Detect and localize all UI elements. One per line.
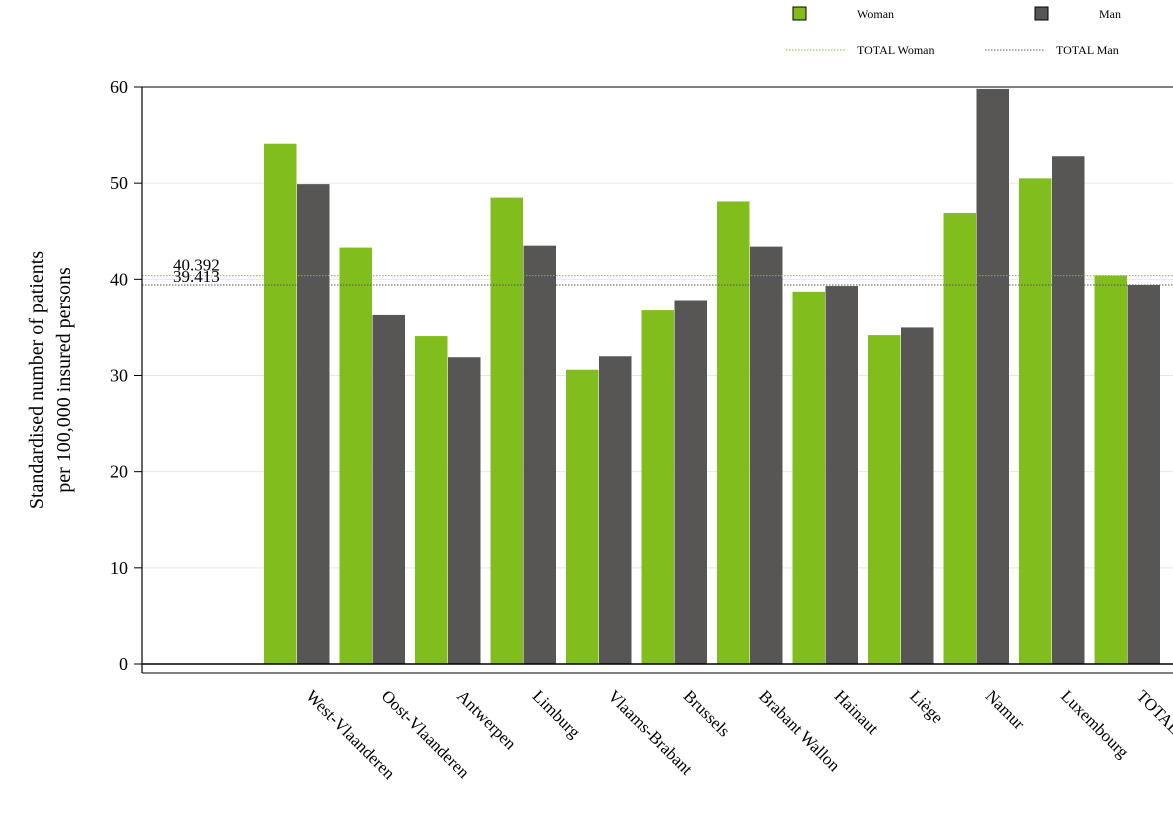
bar-man-2 — [372, 314, 405, 664]
legend-woman: Woman — [792, 6, 894, 21]
y-axis-title-line-1: Standardised number of patients — [26, 251, 48, 509]
y-tick-label: 0 — [119, 654, 128, 674]
bar-woman-5 — [566, 369, 599, 664]
bar-man-11 — [1052, 156, 1085, 665]
category-label: Hainaut — [831, 686, 883, 738]
legend-total-woman-label: TOTAL Woman — [857, 43, 935, 57]
y-axis-title: Standardised number of patients per 100,… — [26, 251, 75, 509]
y-tick-label: 50 — [110, 173, 128, 193]
category-label: Brussels — [680, 686, 734, 740]
bar-man-7 — [750, 246, 783, 665]
legend-total-woman: TOTAL Woman — [786, 43, 935, 57]
bar-woman-6 — [641, 310, 674, 664]
category-label: Limburg — [529, 686, 585, 742]
bar-woman-9 — [868, 335, 901, 664]
bar-man-3 — [448, 357, 481, 664]
bar-man-1 — [297, 184, 330, 664]
legend-woman-swatch — [792, 6, 807, 21]
bar-woman-11 — [1019, 178, 1052, 664]
reference-label-1: 40.392 — [173, 256, 220, 275]
legend-man-swatch — [1034, 6, 1049, 21]
category-label: TOTAL — [1133, 686, 1173, 738]
bar-man-4 — [523, 245, 556, 665]
bar-woman-4 — [490, 197, 523, 664]
legend-total-man-label: TOTAL Man — [1056, 43, 1119, 57]
y-axis-title-line-2: per 100,000 insured persons — [53, 267, 75, 493]
bar-woman-2 — [339, 247, 372, 664]
category-label: Namur — [982, 686, 1029, 733]
y-tick-label: 20 — [110, 462, 128, 482]
category-label: Luxembourg — [1057, 686, 1133, 762]
bar-woman-7 — [717, 201, 750, 664]
bar-man-8 — [825, 286, 858, 664]
legend-woman-label: Woman — [857, 7, 894, 21]
y-tick-label: 10 — [110, 558, 128, 578]
legend-man-label: Man — [1099, 7, 1121, 21]
bar-man-5 — [599, 356, 632, 664]
y-tick-label: 30 — [110, 366, 128, 386]
bar-man-6 — [674, 300, 707, 664]
bars — [264, 88, 1160, 665]
bar-woman-3 — [415, 336, 448, 664]
bar-man-9 — [901, 327, 934, 664]
bar-woman-8 — [792, 291, 825, 664]
y-tick-label: 40 — [110, 269, 128, 289]
legend: Woman Man TOTAL Woman TOTAL Man — [786, 6, 1121, 57]
legend-man: Man — [1034, 6, 1121, 21]
bar-woman-10 — [943, 212, 976, 664]
legend-total-man: TOTAL Man — [985, 43, 1119, 57]
reference-label-2: 39.413 — [173, 267, 220, 286]
bar-woman-12 — [1094, 275, 1127, 664]
bar-woman-1 — [264, 143, 297, 664]
bar-man-10 — [976, 88, 1009, 664]
category-label: Antwerpen — [453, 686, 520, 753]
category-label: Liège — [906, 686, 947, 727]
y-tick-label: 60 — [110, 77, 128, 97]
bar-man-12 — [1127, 284, 1160, 664]
